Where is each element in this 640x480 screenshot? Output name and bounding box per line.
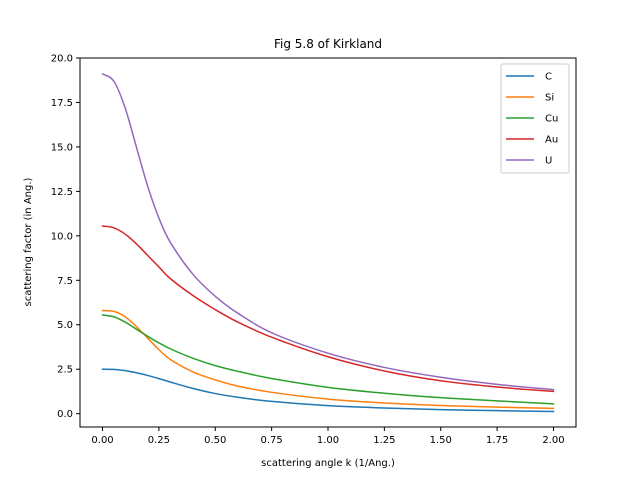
y-tick-label: 20.0 [51,54,73,65]
y-tick-label: 12.5 [51,187,73,198]
legend-label-c: C [545,72,552,83]
legend-label-cu: Cu [545,114,558,125]
legend-label-au: Au [545,135,558,146]
x-tick-label: 2.00 [542,435,564,446]
x-tick-label: 0.75 [261,435,283,446]
x-tick-label: 0.00 [91,435,113,446]
plot-lines [101,72,555,413]
y-tick-label: 17.5 [51,98,73,109]
y-tick-label: 0.0 [57,409,73,420]
chart-title: Fig 5.8 of Kirkland [274,37,382,51]
legend-box [500,63,570,174]
x-tick-label: 0.25 [148,435,170,446]
x-tick-label: 1.75 [486,435,508,446]
legend: C Si Cu Au U [500,63,570,174]
y-axis-label: scattering factor (in Ang.) [23,177,34,306]
series-line-au [101,225,555,393]
y-axis: 0.0 2.5 5.0 7.5 10.0 12.5 15.0 17.5 20.0 [51,54,80,420]
x-tick-label: 1.50 [430,435,452,446]
series-line-cu [101,314,555,405]
x-tick-label: 0.50 [204,435,226,446]
y-tick-label: 2.5 [57,365,73,376]
series-line-si [101,309,555,410]
x-axis: 0.00 0.25 0.50 0.75 1.00 1.25 1.50 1.75 2.00 [91,427,565,446]
series-line-u [101,72,555,391]
y-tick-label: 10.0 [51,231,73,242]
x-tick-label: 1.25 [373,435,395,446]
legend-label-si: Si [545,93,554,104]
legend-label-u: U [545,156,552,167]
x-tick-label: 1.00 [317,435,339,446]
series-line-c [101,368,555,413]
y-tick-label: 15.0 [51,142,73,153]
x-axis-label: scattering angle k (1/Ang.) [261,458,395,469]
y-tick-label: 5.0 [57,320,73,331]
y-tick-label: 7.5 [57,276,73,287]
